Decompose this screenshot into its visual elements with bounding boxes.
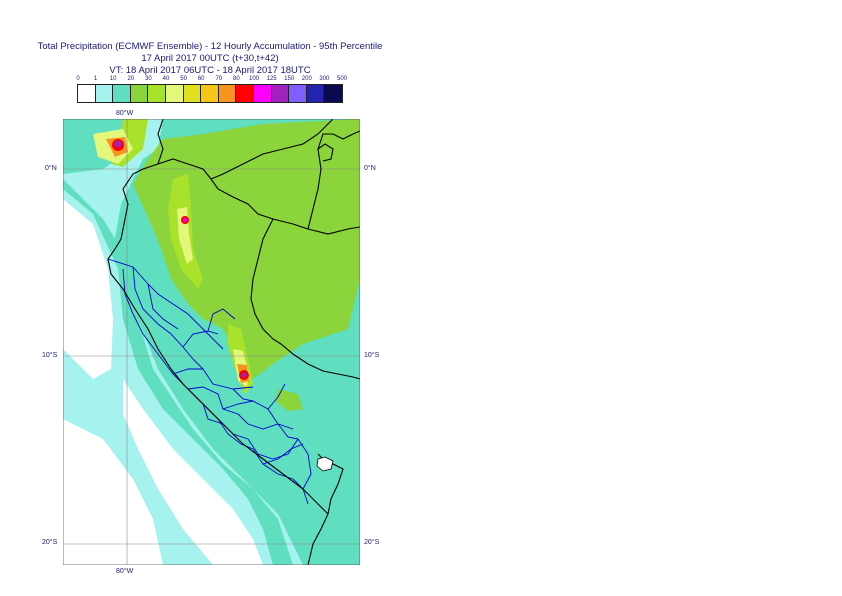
legend-swatch-11: [271, 85, 290, 102]
legend-label-1: 1: [93, 76, 98, 82]
yellow-core-north: [177, 207, 193, 264]
map-title: Total Precipitation (ECMWF Ensemble) - 1…: [0, 41, 420, 77]
legend-swatch-13: [306, 85, 325, 102]
legend-label-6: 50: [180, 76, 187, 82]
legend-label-15: 500: [336, 76, 348, 82]
lat-label-20-left: 20°S: [42, 539, 58, 546]
title-line-1: Total Precipitation (ECMWF Ensemble) - 1…: [37, 41, 383, 52]
south-green-patch: [275, 389, 303, 411]
legend-label-13: 200: [301, 76, 312, 82]
lon-label-bottom: 80°W: [116, 568, 134, 575]
lon-label-top: 80°W: [116, 110, 134, 117]
legend-swatch-6: [183, 85, 202, 102]
legend-swatch-9: [236, 85, 254, 102]
legend-label-0: 0: [76, 76, 80, 82]
graticule: [63, 119, 360, 565]
legend-swatch-0: [78, 85, 96, 102]
color-legend: 0 1 10 20 30 40 50 60 70 80 100 125 150 200 300 500: [76, 76, 348, 103]
legend-label-2: 10: [109, 76, 117, 82]
legend-label-7: 60: [197, 76, 205, 82]
legend-swatch-14: [324, 85, 342, 102]
title-line-2: 17 April 2017 00UTC (t+30,t+42): [141, 53, 279, 64]
lat-label-0-left: 0°N: [45, 165, 57, 172]
legend-swatch-8: [218, 85, 237, 102]
ocean-white-patch-2: [123, 379, 263, 565]
legend-swatch-12: [289, 85, 307, 102]
legend-label-9: 80: [233, 76, 240, 82]
legend-swatch-4: [148, 85, 166, 102]
green-precip-area: [133, 119, 360, 379]
title-line-3: VT: 18 April 2017 06UTC - 18 April 2017 …: [109, 65, 311, 76]
ocean-white-patch-1: [63, 199, 113, 379]
lake-titicaca: [316, 456, 334, 472]
precipitation-map: [62, 118, 361, 566]
lat-label-0-right: 0°N: [364, 165, 376, 172]
ocean-white-patch-3: [63, 419, 163, 565]
legend-label-14: 300: [319, 76, 330, 82]
nw-purple-cell: [114, 140, 122, 148]
legend-label-8: 70: [215, 76, 223, 82]
legend-swatch-10: [253, 85, 272, 102]
precipitation-layer: [63, 119, 360, 565]
map-canvas: [62, 118, 361, 566]
legend-swatch-3: [130, 85, 149, 102]
country-borders: [107, 118, 361, 566]
legend-swatch-7: [201, 85, 219, 102]
legend-label-4: 30: [145, 76, 152, 82]
legend-label-5: 40: [162, 76, 170, 82]
legend-bar: [77, 84, 343, 103]
south-purple-cell: [241, 372, 247, 378]
legend-label-11: 125: [266, 76, 277, 82]
legend-swatch-2: [113, 85, 131, 102]
legend-label-12: 150: [284, 76, 295, 82]
legend-swatch-1: [95, 85, 114, 102]
lat-label-10-right: 10°S: [364, 352, 380, 359]
legend-label-3: 20: [127, 76, 135, 82]
legend-swatch-5: [165, 85, 184, 102]
legend-label-10: 100: [248, 76, 260, 82]
legend-labels: 0 1 10 20 30 40 50 60 70 80 100 125 150 200 300 500: [76, 76, 348, 84]
lat-label-10-left: 10°S: [42, 352, 58, 359]
lat-label-20-right: 20°S: [364, 539, 380, 546]
north-magenta-cell: [183, 218, 187, 222]
